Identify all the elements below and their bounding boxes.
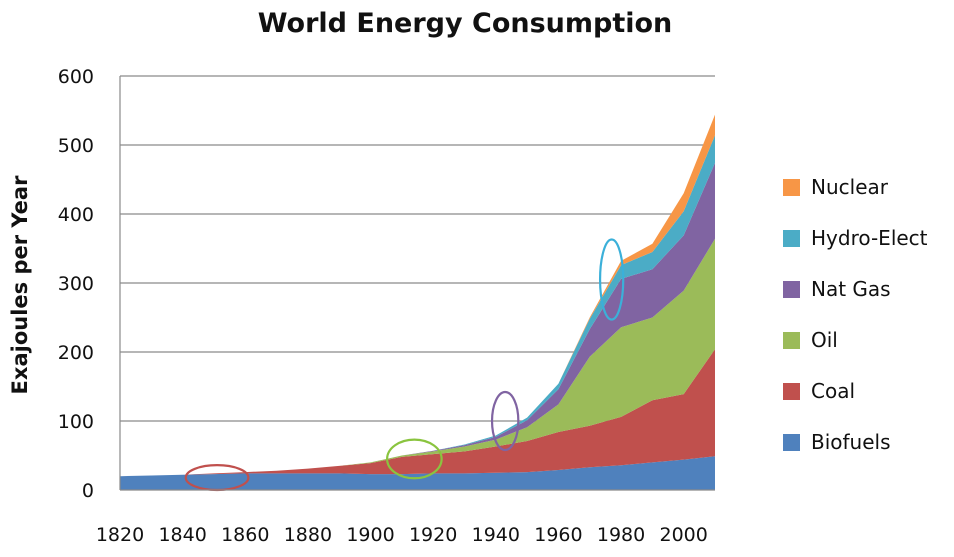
x-tick-label: 1880 <box>284 524 332 546</box>
x-tick-label: 1940 <box>472 524 520 546</box>
x-tick-label: 2000 <box>660 524 708 546</box>
x-tick-label: 1980 <box>597 524 645 546</box>
y-tick-label: 0 <box>82 480 94 502</box>
y-tick-label: 500 <box>58 135 94 157</box>
legend-label: Oil <box>811 328 838 352</box>
legend-label: Nat Gas <box>811 277 891 301</box>
legend-label: Coal <box>811 379 855 403</box>
x-tick-label: 1860 <box>221 524 269 546</box>
annotation-ellipse <box>598 238 625 321</box>
y-tick-label: 400 <box>58 204 94 226</box>
legend-label: Biofuels <box>811 430 891 454</box>
x-tick-label: 1820 <box>96 524 144 546</box>
area-coal <box>120 349 715 477</box>
y-tick-label: 600 <box>58 66 94 88</box>
legend-swatch <box>783 179 800 196</box>
x-tick-label: 1960 <box>534 524 582 546</box>
legend-label: Nuclear <box>811 175 889 199</box>
stacked-areas <box>120 114 715 490</box>
area-oil <box>120 238 715 477</box>
x-tick-label: 1900 <box>346 524 394 546</box>
chart-title: World Energy Consumption <box>258 8 673 39</box>
legend-swatch <box>783 383 800 400</box>
x-tick-label: 1920 <box>409 524 457 546</box>
legend-swatch <box>783 332 800 349</box>
y-tick-label: 300 <box>58 273 94 295</box>
area-nat-gas <box>120 162 715 477</box>
y-axis-label: Exajoules per Year <box>8 175 32 395</box>
axes: 0 100 200 300 400 500 600 1820 1840 1860 1880 1900 1… <box>58 66 715 546</box>
annotation-ellipse <box>386 438 443 480</box>
legend-swatch <box>783 230 800 247</box>
y-tick-label: 200 <box>58 342 94 364</box>
y-tick-label: 100 <box>58 411 94 433</box>
area-biofuels <box>120 456 715 490</box>
x-tick-label: 1840 <box>158 524 206 546</box>
legend-label: Hydro-Elect <box>811 226 928 250</box>
legend-swatch <box>783 434 800 451</box>
legend: Nuclear Hydro-Elect Nat Gas Oil Coal Biofuels <box>783 175 928 454</box>
legend-swatch <box>783 281 800 298</box>
annotation-ellipse <box>490 390 520 452</box>
